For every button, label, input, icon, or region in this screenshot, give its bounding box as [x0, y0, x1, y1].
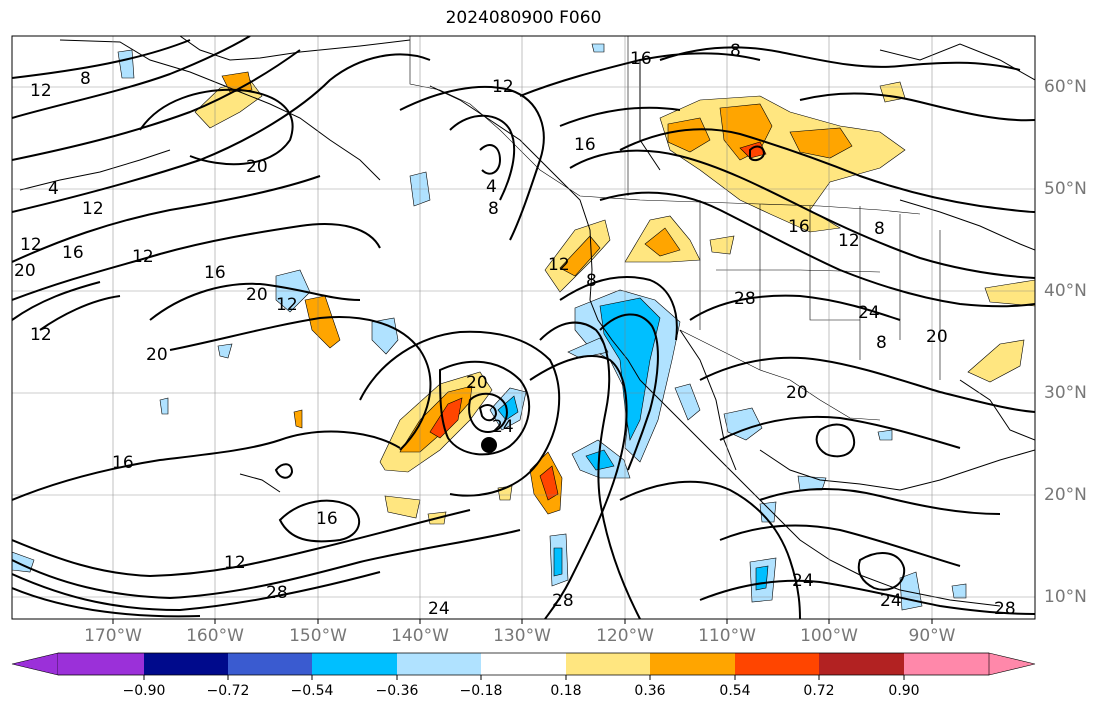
map-title: 2024080900 F060 — [445, 8, 602, 28]
colorbar — [11, 652, 1036, 680]
contour-label: 28 — [734, 289, 756, 309]
contour-label: 16 — [204, 263, 226, 283]
contour-label: 20 — [146, 345, 168, 365]
latitude-label: 40°N — [1044, 281, 1087, 301]
contour-label: 24 — [492, 417, 514, 437]
contour-label: 4 — [48, 179, 59, 199]
contour-label: 12 — [492, 77, 514, 97]
colorbar-tick-label: −0.54 — [290, 683, 334, 699]
contour-label: 12 — [132, 247, 154, 267]
contour-label: 16 — [630, 49, 652, 69]
colorbar-over-triangle — [988, 652, 1036, 676]
colorbar-segment — [144, 653, 228, 675]
colorbar-tick-label: 0.18 — [550, 683, 582, 699]
colorbar-segment — [819, 653, 904, 675]
coastlines — [19, 36, 1035, 607]
longitude-label: 90°W — [908, 626, 956, 646]
contour-label: 12 — [30, 81, 52, 101]
colorbar-tick-label: −0.18 — [459, 683, 503, 699]
colorbar-segment — [735, 653, 819, 675]
contour-label: 24 — [792, 571, 814, 591]
contour-label: 8 — [876, 333, 887, 353]
contour-label: 8 — [586, 271, 597, 291]
longitude-label: 100°W — [800, 626, 858, 646]
colorbar-under-triangle — [11, 652, 59, 676]
contour-label: 20 — [786, 383, 808, 403]
contour-label: 8 — [730, 41, 741, 61]
contour-label: 16 — [62, 243, 84, 263]
colorbar-tick-label: 0.72 — [803, 683, 835, 699]
contour-label: 16 — [112, 453, 134, 473]
colorbar-tick-label: 0.54 — [719, 683, 751, 699]
axis-ticks — [112, 619, 933, 624]
colorbar-segment — [650, 653, 735, 675]
latitude-label: 10°N — [1044, 587, 1087, 607]
latitude-label: 50°N — [1044, 179, 1087, 199]
colorbar-tick-label: −0.36 — [375, 683, 419, 699]
contour-label: 12 — [20, 235, 42, 255]
contour-label: 12 — [548, 255, 570, 275]
graticule — [12, 36, 1035, 619]
colorbar-tick-label: −0.90 — [122, 683, 166, 699]
contour-label: 28 — [994, 599, 1016, 619]
contour-label: 4 — [486, 177, 497, 197]
colorbar-segment — [228, 653, 312, 675]
colorbar-tick-label: 0.36 — [634, 683, 666, 699]
contour-label: 12 — [82, 199, 104, 219]
contour-label: 20 — [466, 373, 488, 393]
storm-center-marker — [481, 437, 497, 453]
longitude-label: 160°W — [186, 626, 244, 646]
latitude-label: 60°N — [1044, 77, 1087, 97]
longitude-label: 130°W — [493, 626, 551, 646]
colorbar-segment — [397, 653, 481, 675]
contour-label: 16 — [574, 135, 596, 155]
contour-label: 16 — [316, 509, 338, 529]
longitude-label: 150°W — [289, 626, 347, 646]
latitude-label: 30°N — [1044, 383, 1087, 403]
borders — [409, 36, 941, 421]
contour-label: 12 — [276, 295, 298, 315]
colorbar-segment — [312, 653, 397, 675]
contour-lines — [12, 36, 1035, 619]
contour-label: 12 — [30, 325, 52, 345]
map-frame — [12, 36, 1035, 619]
longitude-label: 110°W — [698, 626, 756, 646]
contour-label: 8 — [874, 219, 885, 239]
contour-label: 8 — [488, 199, 499, 219]
colorbar-tick-label: 0.90 — [888, 683, 920, 699]
shading-negative — [12, 43, 967, 611]
contour-label: 24 — [428, 599, 450, 619]
contour-label: 12 — [224, 553, 246, 573]
contour-label: 16 — [788, 217, 810, 237]
colorbar-segment — [481, 653, 566, 675]
colorbar-segment — [58, 653, 144, 675]
longitude-label: 170°W — [84, 626, 142, 646]
contour-label: 20 — [14, 261, 36, 281]
longitude-label: 120°W — [596, 626, 654, 646]
colorbar-tick-label: −0.72 — [206, 683, 250, 699]
contour-label: 24 — [880, 591, 902, 611]
longitude-label: 140°W — [391, 626, 449, 646]
latitude-label: 20°N — [1044, 485, 1087, 505]
contour-label: 20 — [246, 285, 268, 305]
colorbar-segment — [566, 653, 650, 675]
contour-label: 20 — [246, 157, 268, 177]
contour-label: 20 — [926, 327, 948, 347]
contour-label: 24 — [858, 303, 880, 323]
contour-label-group: 12 8 16 8 12 20 4 12 16 12 20 12 16 12 2… — [14, 41, 1016, 619]
contour-label: 28 — [266, 583, 288, 603]
contour-label: 8 — [80, 69, 91, 89]
contour-label: 28 — [552, 591, 574, 611]
colorbar-segment — [904, 653, 989, 675]
contour-label: 12 — [838, 231, 860, 251]
